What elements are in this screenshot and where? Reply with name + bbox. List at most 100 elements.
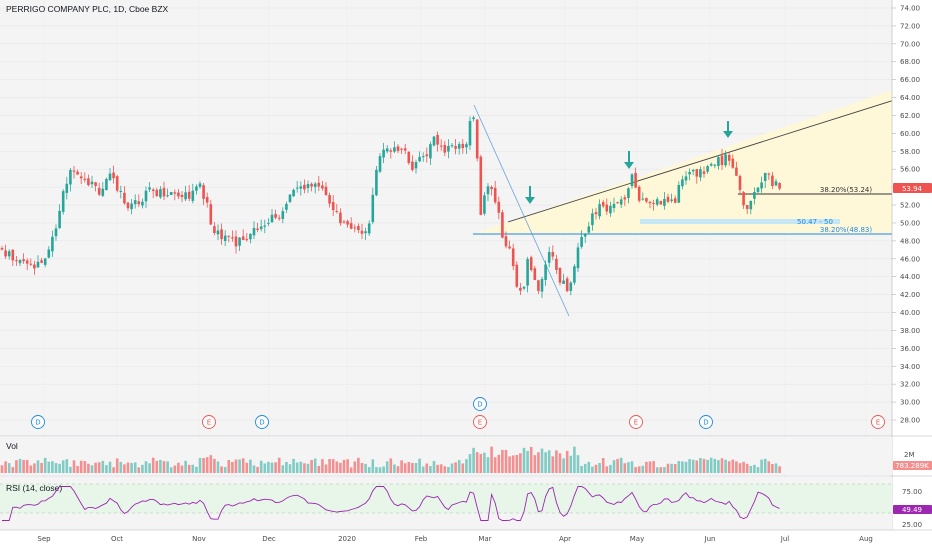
candle <box>97 183 101 197</box>
candle <box>43 257 47 268</box>
rsi-tick-25: 25.00 <box>902 521 922 529</box>
candle <box>310 182 313 192</box>
price-tick-label: 48.00 <box>900 237 920 245</box>
volume-bar <box>22 459 25 473</box>
candle <box>724 150 727 168</box>
volume-bar <box>130 462 133 473</box>
volume-bar <box>133 462 137 473</box>
candle <box>709 162 713 167</box>
volume-bar <box>504 449 508 473</box>
volume-bar <box>303 463 306 473</box>
candle <box>108 168 112 181</box>
dividend-event-marker[interactable]: D <box>31 415 45 429</box>
volume-bar <box>353 461 357 473</box>
volume-bar <box>735 461 738 473</box>
volume-bar <box>601 458 605 473</box>
candle <box>371 187 375 225</box>
volume-bar <box>346 459 349 473</box>
volume-bar <box>342 459 346 473</box>
fib-lower-label: 38.20%(48.83) <box>820 226 872 234</box>
candle <box>76 169 79 176</box>
volume-bar <box>439 464 443 473</box>
volume-bar <box>702 458 706 473</box>
candle <box>713 163 717 169</box>
candle <box>666 193 670 204</box>
price-tick-label: 46.00 <box>900 255 920 263</box>
candle <box>457 141 461 155</box>
volume-bar <box>659 467 663 473</box>
candle <box>727 152 731 166</box>
volume-bar <box>263 463 267 473</box>
wedge-upper-trendline <box>507 89 927 223</box>
candle <box>144 186 148 209</box>
time-label: Feb <box>415 535 428 543</box>
earnings-event-marker[interactable]: E <box>473 415 487 429</box>
candle <box>623 194 627 206</box>
volume-bar <box>738 463 742 473</box>
time-axis[interactable]: Sep Oct Nov Dec 2020 Feb Mar Apr May Jun Jul Aug <box>37 535 872 543</box>
candle <box>695 169 699 184</box>
volume-bar <box>537 452 540 473</box>
candle <box>87 174 90 187</box>
price-tick-label: 62.00 <box>900 112 920 120</box>
volume-bar <box>436 464 439 473</box>
candle <box>497 196 501 220</box>
candle <box>436 131 439 152</box>
svg-text:D: D <box>35 419 40 427</box>
volume-bar <box>717 460 720 473</box>
volume-bar <box>101 460 105 473</box>
volume-bar <box>742 461 745 473</box>
last-volume-badge: 783.289K <box>893 461 932 470</box>
rsi-band <box>0 484 892 513</box>
volume-bar <box>285 461 288 473</box>
volume-bar <box>364 463 367 473</box>
volume-bar <box>216 461 220 473</box>
candle <box>655 197 659 207</box>
volume-bar <box>195 466 198 473</box>
volume-bar <box>40 462 43 473</box>
candle <box>94 181 97 192</box>
volume-bar <box>288 464 292 473</box>
dividend-event-marker[interactable]: D <box>473 397 487 411</box>
dividend-event-marker[interactable]: D <box>255 415 269 429</box>
volume-bar <box>562 458 565 473</box>
candle <box>745 205 749 215</box>
candle <box>673 195 677 204</box>
volume-bar <box>619 457 623 473</box>
candle <box>605 198 609 215</box>
earnings-event-marker[interactable]: E <box>871 415 885 429</box>
volume-bar <box>33 463 36 473</box>
volume-bar <box>231 461 234 473</box>
event-markers[interactable]: D E D D E E D E <box>31 397 885 429</box>
candle <box>612 197 616 213</box>
candle <box>400 147 403 154</box>
candle <box>670 193 673 203</box>
volume-bar <box>519 453 522 473</box>
dividend-event-marker[interactable]: D <box>699 415 713 429</box>
price-axis[interactable] <box>892 0 932 436</box>
volume-bar <box>411 463 414 473</box>
volume-bar <box>151 457 155 473</box>
earnings-event-marker[interactable]: E <box>202 415 216 429</box>
volume-bar <box>447 466 450 473</box>
volume-bar <box>450 463 454 473</box>
candle <box>609 201 612 217</box>
earnings-event-marker[interactable]: E <box>629 415 643 429</box>
candle <box>551 245 555 261</box>
volume-bar <box>486 457 490 473</box>
volume-bar <box>389 458 393 473</box>
candle <box>47 246 51 259</box>
rsi-label: RSI (14, close) <box>6 483 62 493</box>
volume-bar <box>317 465 321 473</box>
volume-bar <box>745 463 749 473</box>
svg-text:49.49: 49.49 <box>902 506 922 514</box>
volume-bar <box>641 465 645 473</box>
price-tick-label: 64.00 <box>900 94 920 102</box>
candle <box>425 147 429 163</box>
price-tick-label: 70.00 <box>900 40 920 48</box>
volume-bar <box>148 463 151 473</box>
volume-bar <box>87 463 90 473</box>
volume-bar <box>396 466 400 473</box>
volume-bar <box>169 467 173 473</box>
